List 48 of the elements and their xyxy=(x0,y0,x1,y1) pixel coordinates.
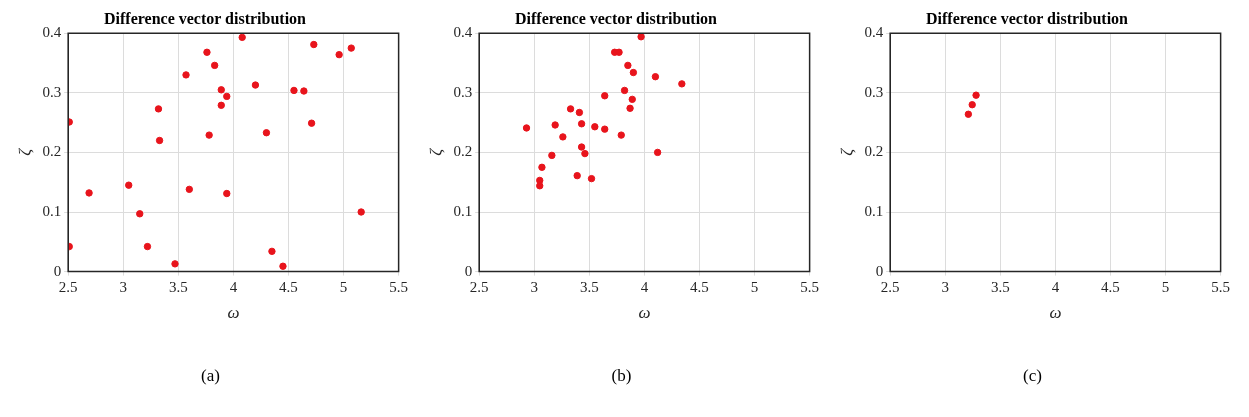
x-tick-label: 4.5 xyxy=(1100,278,1120,295)
x-axis-title: ω xyxy=(1048,303,1061,323)
y-tick-label: 0 xyxy=(875,262,883,279)
x-tick-label: 5 xyxy=(1161,278,1169,295)
x-axis-title: ω xyxy=(637,303,650,323)
chart-title: Difference vector distribution xyxy=(925,9,1128,27)
x-tick-label: 4 xyxy=(1051,278,1060,295)
x-tick-label: 5 xyxy=(750,278,758,295)
x-tick-label: 4.5 xyxy=(689,278,709,295)
y-tick-label: 0 xyxy=(53,262,61,279)
text: (c) xyxy=(1023,366,1042,386)
y-axis-title: ζ xyxy=(425,147,445,156)
x-tick-label: 5.5 xyxy=(388,278,408,295)
y-tick-label: 0.1 xyxy=(452,202,472,219)
x-tick-label: 5.5 xyxy=(1210,278,1230,295)
y-tick-label: 0.3 xyxy=(41,83,61,100)
x-tick-label: 3.5 xyxy=(168,278,188,295)
y-tick-label: 0.1 xyxy=(863,202,883,219)
y-tick-label: 0.3 xyxy=(452,83,472,100)
x-tick-label: 3.5 xyxy=(579,278,599,295)
x-tick-label: 4 xyxy=(640,278,649,295)
x-tick-label: 5 xyxy=(339,278,347,295)
y-tick-label: 0.4 xyxy=(41,24,62,41)
y-tick-label: 0.2 xyxy=(452,143,472,160)
x-tick-label: 3 xyxy=(940,278,949,295)
y-tick-label: 0.2 xyxy=(863,143,883,160)
y-tick-label: 0.4 xyxy=(863,24,884,41)
y-tick-label: 0.2 xyxy=(41,143,61,160)
text: (a) xyxy=(201,366,220,386)
x-tick-label: 4 xyxy=(229,278,238,295)
chart-title: Difference vector distribution xyxy=(103,9,306,27)
x-tick-label: 5.5 xyxy=(799,278,819,295)
y-tick-label: 0.4 xyxy=(452,24,473,41)
x-tick-label: 4.5 xyxy=(278,278,298,295)
chart-title: Difference vector distribution xyxy=(514,9,717,27)
y-axis-title: ζ xyxy=(836,147,856,156)
text: (b) xyxy=(611,366,632,386)
x-axis-title: ω xyxy=(226,303,239,323)
y-tick-label: 0.1 xyxy=(41,202,61,219)
x-tick-label: 2.5 xyxy=(58,278,78,295)
x-tick-label: 3 xyxy=(529,278,538,295)
y-tick-label: 0.3 xyxy=(863,83,883,100)
x-tick-label: 2.5 xyxy=(880,278,900,295)
x-tick-label: 3.5 xyxy=(990,278,1010,295)
y-tick-label: 0 xyxy=(464,262,472,279)
y-axis-title: ζ xyxy=(14,147,34,156)
x-tick-label: 2.5 xyxy=(469,278,489,295)
x-tick-label: 3 xyxy=(118,278,127,295)
